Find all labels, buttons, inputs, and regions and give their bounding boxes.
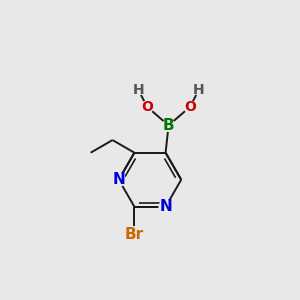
Text: Br: Br <box>125 227 144 242</box>
Text: N: N <box>112 172 125 187</box>
Circle shape <box>163 119 175 131</box>
Circle shape <box>194 84 204 95</box>
Text: O: O <box>141 100 153 114</box>
Text: N: N <box>159 199 172 214</box>
Text: O: O <box>184 100 196 114</box>
Circle shape <box>159 200 172 213</box>
Text: H: H <box>193 83 205 97</box>
Circle shape <box>126 227 143 243</box>
Circle shape <box>184 101 196 113</box>
Text: B: B <box>163 118 174 133</box>
Circle shape <box>133 84 144 95</box>
Circle shape <box>141 101 153 113</box>
Circle shape <box>112 173 125 186</box>
Text: H: H <box>132 83 144 97</box>
